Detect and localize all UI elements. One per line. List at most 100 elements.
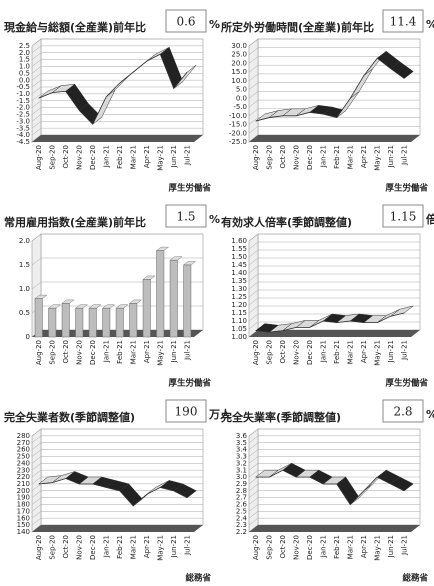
y-tick-label: 1.5 xyxy=(19,56,30,64)
x-tick-label: Oct-20 xyxy=(62,340,70,364)
y-tick-label: 25.0 xyxy=(231,51,247,59)
x-tick-label: Oct-20 xyxy=(279,535,287,559)
y-tick-label: 1.30 xyxy=(231,285,247,293)
x-tick-label: Aug-20 xyxy=(252,340,260,365)
y-tick-label: 190 xyxy=(17,494,30,502)
unit: % xyxy=(209,18,220,31)
x-tick-label: Dec-20 xyxy=(89,340,97,365)
x-tick-label: Apr-21 xyxy=(360,145,368,168)
y-tick-label: 170 xyxy=(17,507,30,515)
grid-line xyxy=(31,45,203,54)
x-tick-label: Oct-20 xyxy=(62,535,70,559)
y-tick-label: 250 xyxy=(17,453,30,461)
grid-line xyxy=(248,297,420,306)
grid-line xyxy=(31,66,203,74)
y-tick-label: 280 xyxy=(17,432,30,440)
x-tick-label: Mar-21 xyxy=(346,535,354,559)
grid-line xyxy=(248,64,420,73)
y-tick-label: -3.5 xyxy=(16,124,30,132)
y-tick-label: 20.0 xyxy=(231,59,247,67)
grid-line xyxy=(31,463,203,471)
x-tick-label: Mar-21 xyxy=(129,535,137,559)
latest-value: 0.6 xyxy=(176,15,195,29)
y-tick-label: -15.0 xyxy=(229,121,247,129)
grid-line xyxy=(248,38,420,47)
y-tick-label: -20.0 xyxy=(229,129,247,137)
y-tick-label: 2.5 xyxy=(236,507,247,515)
grid-line xyxy=(31,456,203,464)
grid-line xyxy=(248,442,420,450)
unit: % xyxy=(426,408,434,421)
x-tick-label: Jan-21 xyxy=(319,535,327,558)
x-tick-label: Jul-21 xyxy=(400,145,408,166)
chart-title: 所定外労働時間(全産業)前年比 xyxy=(221,20,374,34)
y-tick-label: -2.0 xyxy=(16,104,30,112)
y-tick-label: -5.0 xyxy=(233,103,247,111)
grid-line xyxy=(248,483,420,492)
x-tick-label: Jan-21 xyxy=(102,535,110,558)
source: 総務省 xyxy=(185,573,211,584)
x-tick-label: Feb-21 xyxy=(116,340,124,364)
y-tick-label: 1.15 xyxy=(231,309,247,317)
value-box xyxy=(382,204,424,228)
line xyxy=(255,469,405,506)
grid-line xyxy=(31,517,203,526)
unit: 万人 xyxy=(208,407,232,421)
chart-title: 完全失業者数(季節調整値) xyxy=(4,410,135,424)
grid-line xyxy=(248,435,420,444)
grid-line xyxy=(248,428,420,437)
y-tick-label: 30.0 xyxy=(231,42,247,50)
chart-title: 常用雇用指数(全産業)前年比 xyxy=(4,215,146,229)
grid-line xyxy=(31,100,203,108)
x-tick-label: Sep-20 xyxy=(48,340,56,365)
source: 総務省 xyxy=(402,573,428,584)
x-tick-label: Dec-20 xyxy=(306,145,314,170)
bar xyxy=(115,307,124,338)
latest-value: 2.8 xyxy=(393,405,412,419)
grid-line xyxy=(248,233,420,242)
grid-line xyxy=(248,456,420,464)
line xyxy=(38,478,188,507)
x-tick-label: May-21 xyxy=(156,340,164,366)
grid-line xyxy=(248,449,420,457)
bar xyxy=(129,303,138,338)
grid-line xyxy=(248,511,420,519)
y-tick-label: 3.1 xyxy=(236,466,247,474)
x-tick-label: Apr-21 xyxy=(360,340,368,363)
grid-line xyxy=(31,504,203,512)
y-tick-label: -25.0 xyxy=(229,138,247,146)
grid-line xyxy=(31,428,203,437)
floor xyxy=(32,135,203,142)
line xyxy=(38,53,188,125)
x-tick-label: Sep-20 xyxy=(265,145,273,170)
y-tick-label: 5.0 xyxy=(236,86,247,94)
y-tick-label: 260 xyxy=(17,446,30,454)
chart-panel: 完全失業率(季節調整値)2.8%2.22.32.42.52.62.72.82.9… xyxy=(221,399,434,584)
bar xyxy=(156,250,165,338)
grid-line xyxy=(248,249,420,258)
grid-line xyxy=(31,511,203,519)
y-tick-label: 150 xyxy=(17,521,30,529)
y-tick-label: 1.5 xyxy=(19,261,30,269)
floor xyxy=(249,135,420,142)
grid-line xyxy=(248,126,420,134)
value-box xyxy=(382,399,424,423)
bar xyxy=(75,307,84,338)
y-tick-label: 240 xyxy=(17,459,30,467)
x-tick-label: Jul-21 xyxy=(183,340,191,361)
grid-line xyxy=(248,504,420,512)
grid-line xyxy=(31,476,203,485)
y-tick-label: -4.5 xyxy=(16,138,30,146)
chart-title: 完全失業率(季節調整値) xyxy=(221,410,341,424)
x-tick-label: Nov-20 xyxy=(75,145,83,170)
y-tick-label: 1.20 xyxy=(231,301,247,309)
y-tick-label: 10.0 xyxy=(231,77,247,85)
grid-line xyxy=(248,117,420,125)
unit: 倍 xyxy=(426,212,434,226)
latest-value: 1.15 xyxy=(390,210,417,224)
y-tick-label: 3.4 xyxy=(236,446,248,454)
x-tick-label: Mar-21 xyxy=(129,340,137,364)
grid-line xyxy=(31,93,203,102)
y-tick-label: 200 xyxy=(17,487,30,495)
grid-line xyxy=(31,73,203,81)
